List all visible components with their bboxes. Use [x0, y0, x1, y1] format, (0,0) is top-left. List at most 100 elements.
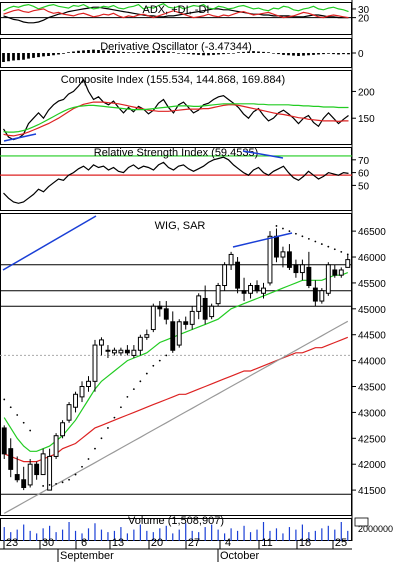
oscillator-bar [52, 53, 55, 56]
oscillator-bar [92, 49, 95, 53]
oscillator-bar [67, 52, 70, 53]
sar-dot [314, 240, 317, 243]
trend-line [232, 232, 293, 248]
panel-title: ADX, +DI, -DI [143, 4, 210, 16]
oscillator-bar [17, 53, 20, 61]
series-line-0 [3, 156, 349, 204]
oscillator-bar [32, 53, 35, 58]
y-tick-label: 43000 [358, 408, 386, 419]
panel-title: WIG, SAR [155, 220, 206, 232]
sar-dot [48, 484, 51, 486]
y-tick-label: 44000 [358, 357, 386, 368]
y-tick-label: 41500 [358, 486, 386, 497]
x-tick-label: 23 [6, 537, 18, 549]
oscillator-bar [292, 53, 295, 56]
y-tick-label: 46500 [358, 227, 386, 238]
sar-dot [42, 485, 45, 487]
oscillator-bar [37, 53, 40, 58]
y-tick-label: 150 [358, 114, 375, 125]
sar-dot [126, 395, 129, 398]
trend-line [242, 150, 284, 159]
month-label: September [60, 550, 114, 562]
oscillator-bar [12, 53, 15, 61]
oscillator-bar [157, 50, 160, 53]
oscillator-bar [107, 50, 110, 53]
series-line-1 [3, 336, 349, 463]
candle-body [299, 264, 305, 274]
oscillator-bar [287, 53, 290, 56]
y-tick-label: 20 [358, 14, 370, 25]
candle-body [34, 463, 40, 476]
candle-body [202, 297, 208, 320]
sar-dot [94, 447, 96, 450]
oscillator-bar [212, 53, 215, 55]
sar-dot [55, 482, 57, 485]
sar-dot [68, 478, 70, 481]
sar-dot [139, 380, 142, 383]
series-line-1 [3, 101, 349, 137]
candle-body [53, 435, 59, 457]
oscillator-bar [22, 53, 25, 60]
candle-body [183, 321, 189, 325]
oscillator-bar [27, 53, 30, 59]
oscillator-bar [177, 53, 180, 54]
candle-body [325, 264, 331, 294]
candle-body [111, 349, 117, 354]
candle-body [150, 305, 156, 331]
sar-dot [100, 437, 103, 440]
candle-body [105, 349, 111, 352]
candle-body [189, 310, 195, 325]
sar-dot [320, 243, 323, 245]
oscillator-bar [322, 53, 325, 55]
oscillator-bar [277, 53, 280, 55]
candle-body [131, 349, 137, 356]
oscillator-bar [127, 52, 130, 53]
oscillator-bar [332, 53, 335, 55]
sar-dot [81, 465, 83, 468]
candle-body [241, 290, 247, 294]
x-tick-label: 25 [335, 537, 347, 549]
candle-body [170, 321, 176, 351]
oscillator-bar [42, 53, 45, 57]
panel-title: Composite Index (155.534, 144.868, 169.8… [61, 74, 285, 86]
candle-body [274, 235, 279, 258]
candle-body [248, 285, 253, 294]
y-tick-label: 45500 [358, 279, 386, 290]
panel-title: Relative Strength Index (59.4535) [94, 147, 259, 159]
candle-body [60, 422, 66, 437]
trend-line [3, 133, 37, 142]
oscillator-bar [237, 52, 240, 53]
sar-dot [9, 406, 12, 409]
sar-dot [282, 227, 284, 230]
candle-body [163, 308, 169, 320]
oscillator-bar [147, 51, 150, 53]
y-tick-label: 42000 [358, 460, 386, 471]
oscillator-bar [347, 53, 350, 55]
panel-frame-4 [0, 213, 352, 516]
oscillator-bar [142, 51, 145, 53]
candle-body [196, 295, 202, 312]
candle-body [27, 463, 33, 486]
candle-body [306, 266, 312, 287]
panel-frame-2 [0, 70, 352, 145]
oscillator-bar [302, 53, 305, 56]
oscillator-bar [47, 53, 50, 56]
candle-body [124, 349, 130, 354]
oscillator-bar [257, 51, 260, 53]
oscillator-bar [162, 51, 165, 53]
sar-dot [132, 388, 135, 391]
sar-dot [340, 250, 343, 253]
sar-dot [74, 473, 77, 476]
oscillator-bar [312, 53, 315, 55]
oscillator-bar [187, 53, 190, 55]
y-tick-label: 45000 [358, 305, 386, 316]
oscillator-bar [227, 53, 230, 54]
candle-body [14, 474, 20, 481]
y-tick-label: 70 [358, 156, 370, 167]
trend-line [2, 215, 97, 271]
series-line-1 [3, 3, 349, 13]
oscillator-bar [87, 50, 90, 53]
sar-dot [165, 354, 168, 357]
sar-dot [3, 398, 6, 401]
panel-title: Volume (1,508,907) [128, 515, 224, 527]
